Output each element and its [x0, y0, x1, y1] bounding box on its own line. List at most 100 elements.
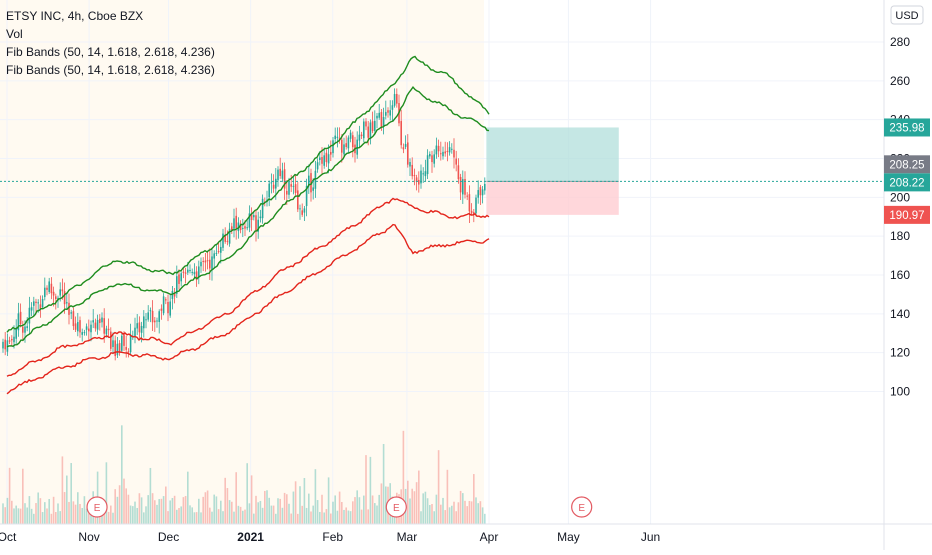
volume-bar: [57, 503, 59, 524]
legend: ETSY INC, 4h, Cboe BZX Vol Fib Bands (50…: [6, 9, 215, 77]
candle-body: [420, 170, 422, 184]
volume-bar: [481, 507, 484, 524]
candle-body: [68, 302, 70, 315]
candle-body: [292, 185, 295, 187]
volume-bar: [30, 508, 33, 524]
volume-bar: [242, 510, 244, 524]
long-position-tool[interactable]: [486, 127, 619, 215]
candle-body: [481, 189, 484, 196]
volume-bar: [83, 496, 86, 524]
candle-body: [22, 326, 24, 333]
volume-bar: [275, 513, 277, 524]
volume-bar: [312, 505, 314, 524]
candle-body: [228, 228, 231, 244]
candle-body: [26, 326, 28, 329]
volume-bar: [270, 505, 273, 524]
volume-bar: [85, 508, 88, 524]
candle-body: [270, 182, 273, 184]
volume-bar: [437, 450, 440, 524]
volume-bar: [354, 497, 356, 524]
volume-bar: [457, 502, 460, 524]
volume-bar: [136, 507, 138, 524]
candle-body: [409, 162, 411, 167]
volume-bar: [226, 488, 229, 524]
candle-body: [279, 168, 281, 177]
candle-body: [180, 273, 182, 282]
volume-bar: [455, 511, 457, 524]
candle-body: [30, 307, 33, 311]
candle-body: [448, 147, 451, 153]
volume-bar: [411, 488, 413, 524]
volume-bar: [143, 512, 145, 524]
candle-body: [387, 110, 389, 113]
volume-bar: [191, 507, 193, 524]
earnings-marker[interactable]: E: [385, 496, 407, 518]
earnings-marker-circle: [571, 496, 593, 518]
volume-bar: [127, 494, 130, 524]
candle-body: [173, 293, 176, 297]
candle-body: [156, 320, 158, 322]
candle-body: [257, 219, 259, 232]
volume-bar: [424, 491, 427, 524]
stop-price-tag: 190.97: [884, 205, 930, 224]
volume-bar: [459, 490, 462, 524]
currency-button[interactable]: USD: [890, 5, 924, 25]
legend-symbol[interactable]: ETSY INC, 4h, Cboe BZX: [6, 9, 143, 23]
candle-body: [407, 142, 409, 165]
last-close-tag-text: 208.25: [889, 159, 924, 171]
legend-fib-bands-1[interactable]: Fib Bands (50, 14, 1.618, 2.618, 4.236): [6, 45, 215, 59]
volume-bar: [466, 506, 468, 524]
volume-bar: [363, 495, 365, 524]
candle-body: [345, 143, 347, 148]
volume-bar: [272, 505, 275, 524]
legend-fib-bands-2[interactable]: Fib Bands (50, 14, 1.618, 2.618, 4.236): [6, 63, 215, 77]
candle-body: [396, 93, 398, 104]
candle-body: [147, 312, 149, 320]
volume-bar: [134, 501, 136, 524]
time-axis[interactable]: Oct Nov Dec 2021 Feb Mar Apr May Jun: [0, 530, 660, 544]
volume-bar: [195, 512, 198, 524]
candle-body: [310, 173, 312, 193]
volume-bar: [105, 462, 108, 524]
candle-body: [321, 157, 323, 164]
candle-body: [46, 287, 48, 290]
candle-body: [301, 210, 303, 215]
volume-bar: [63, 492, 66, 524]
volume-bar: [114, 489, 116, 524]
volume-bar: [198, 498, 200, 524]
candle-body: [110, 331, 112, 349]
volume-bar: [292, 491, 295, 524]
earnings-marker[interactable]: E: [86, 496, 108, 518]
candle-body: [2, 341, 4, 349]
profit-zone[interactable]: [486, 127, 619, 182]
earnings-marker[interactable]: E: [571, 496, 593, 518]
volume-bar: [429, 505, 431, 524]
volume-bar: [303, 477, 306, 524]
volume-bar: [442, 497, 444, 524]
volume-bar: [352, 501, 354, 524]
volume-bar: [33, 513, 35, 524]
volume-bar: [356, 490, 358, 524]
volume-bar: [213, 494, 215, 524]
candle-body: [96, 319, 99, 330]
volume-bar: [8, 467, 11, 524]
candle-body: [393, 94, 396, 106]
volume-bar: [182, 497, 185, 524]
candle-body: [237, 222, 240, 232]
volume-bar: [165, 486, 167, 524]
candle-body: [79, 320, 81, 333]
volume-bar: [409, 498, 411, 524]
volume-bar: [209, 507, 211, 524]
loss-zone[interactable]: [486, 181, 619, 215]
volume-bar: [112, 512, 114, 524]
volume-bar: [279, 498, 281, 524]
y-tick-label: 100: [890, 385, 910, 399]
volume-bar: [222, 511, 224, 524]
legend-volume[interactable]: Vol: [6, 27, 23, 41]
volume-bar: [11, 500, 13, 524]
candle-body: [195, 271, 198, 280]
candle-body: [235, 215, 237, 229]
currency-button-frame: [890, 5, 924, 25]
x-tick-label: Mar: [397, 530, 418, 544]
